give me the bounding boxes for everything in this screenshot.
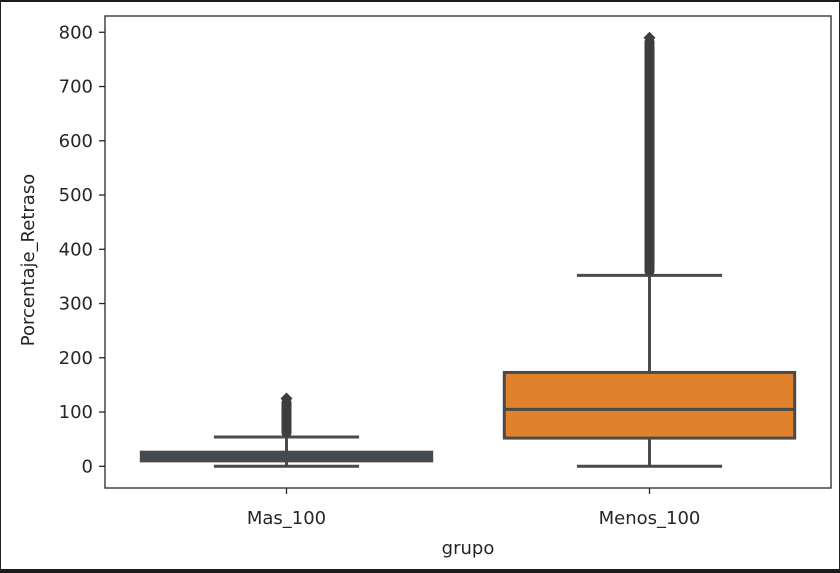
y-tick-label: 200: [59, 348, 93, 369]
x-axis-label: grupo: [442, 538, 495, 559]
plot-area-border: [104, 15, 832, 489]
box-Mas_100: [139, 392, 434, 468]
outlier-marker-top: [643, 31, 656, 44]
x-tick-label: Menos_100: [599, 508, 701, 529]
y-tick-label: 500: [59, 185, 93, 206]
y-tick-label: 100: [59, 402, 93, 423]
x-tick-label: Mas_100: [247, 508, 326, 529]
y-axis: 0 100 200 300 400 500 600 700 800: [59, 22, 105, 477]
iqr-box: [502, 370, 797, 440]
y-axis-label: Porcentaje_Retraso: [18, 174, 39, 346]
outlier-band: [281, 398, 292, 438]
y-tick-label: 300: [59, 294, 93, 315]
plot-marks: [139, 31, 797, 468]
y-tick-label: 600: [59, 131, 93, 152]
x-axis: Mas_100 Menos_100: [247, 488, 701, 529]
y-tick-label: 800: [59, 22, 93, 43]
y-tick-label: 400: [59, 239, 93, 260]
outlier-band: [644, 37, 655, 276]
y-tick-label: 700: [59, 77, 93, 98]
outlier-marker-top: [280, 392, 293, 405]
y-tick-label: 0: [82, 456, 93, 477]
box-Menos_100: [502, 31, 797, 468]
